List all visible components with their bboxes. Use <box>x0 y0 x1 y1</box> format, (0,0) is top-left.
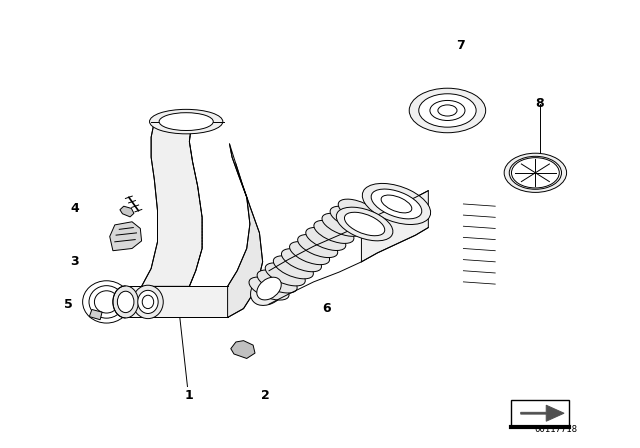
Ellipse shape <box>289 241 330 265</box>
Polygon shape <box>141 121 202 286</box>
Text: 5: 5 <box>64 297 73 310</box>
Ellipse shape <box>511 158 559 188</box>
Polygon shape <box>90 310 102 320</box>
Text: 8: 8 <box>536 97 544 110</box>
Ellipse shape <box>381 195 412 213</box>
Ellipse shape <box>95 291 118 313</box>
Text: 6: 6 <box>322 302 331 315</box>
Polygon shape <box>362 190 428 262</box>
Text: 4: 4 <box>70 202 79 215</box>
Ellipse shape <box>344 212 385 236</box>
Polygon shape <box>120 206 134 217</box>
Text: 00117718: 00117718 <box>534 425 577 434</box>
Polygon shape <box>231 340 255 358</box>
Ellipse shape <box>438 105 457 116</box>
Ellipse shape <box>362 183 431 224</box>
Ellipse shape <box>336 207 393 241</box>
Text: 1: 1 <box>185 389 194 402</box>
Polygon shape <box>228 144 262 318</box>
Ellipse shape <box>298 235 338 258</box>
Ellipse shape <box>117 291 134 313</box>
Ellipse shape <box>409 88 486 133</box>
Ellipse shape <box>273 256 314 279</box>
Ellipse shape <box>282 249 321 272</box>
Text: 7: 7 <box>456 39 465 52</box>
Polygon shape <box>109 222 141 251</box>
Ellipse shape <box>132 285 163 319</box>
Ellipse shape <box>419 94 476 127</box>
Ellipse shape <box>314 220 354 243</box>
Polygon shape <box>125 286 228 318</box>
Ellipse shape <box>371 189 422 219</box>
Ellipse shape <box>150 109 223 134</box>
Ellipse shape <box>265 263 305 286</box>
Polygon shape <box>521 405 564 421</box>
Ellipse shape <box>330 206 370 229</box>
Bar <box>511 400 568 426</box>
Ellipse shape <box>142 295 154 309</box>
Text: 3: 3 <box>70 255 79 268</box>
Ellipse shape <box>257 277 281 300</box>
Ellipse shape <box>113 286 138 318</box>
Ellipse shape <box>338 199 378 222</box>
Ellipse shape <box>159 113 213 130</box>
Ellipse shape <box>504 153 566 192</box>
Ellipse shape <box>430 100 465 121</box>
Ellipse shape <box>138 290 158 314</box>
Ellipse shape <box>83 281 131 323</box>
Ellipse shape <box>257 270 297 293</box>
Ellipse shape <box>249 277 289 300</box>
Ellipse shape <box>89 286 124 318</box>
Ellipse shape <box>250 271 287 306</box>
Text: 2: 2 <box>262 389 270 402</box>
Ellipse shape <box>322 213 362 237</box>
Ellipse shape <box>306 228 346 250</box>
